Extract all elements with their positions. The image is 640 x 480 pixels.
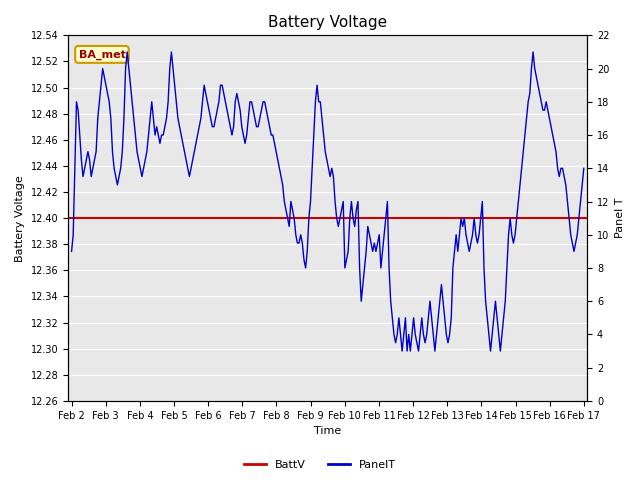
Y-axis label: Battery Voltage: Battery Voltage (15, 175, 25, 262)
PanelT (217, 82, 225, 88)
PanelT (454, 249, 461, 254)
Title: Battery Voltage: Battery Voltage (268, 15, 387, 30)
PanelT (315, 99, 323, 105)
Legend: BattV, PanelT: BattV, PanelT (239, 456, 401, 474)
Y-axis label: Panel T: Panel T (615, 198, 625, 239)
PanelT (71, 166, 79, 171)
Line: PanelT: PanelT (72, 52, 584, 351)
PanelT (580, 166, 588, 171)
PanelT (68, 249, 76, 254)
PanelT (398, 348, 406, 354)
PanelT (124, 49, 131, 55)
X-axis label: Time: Time (314, 426, 341, 436)
BattV (102, 215, 109, 221)
PanelT (235, 99, 243, 105)
PanelT (164, 99, 172, 105)
BattV (68, 215, 76, 221)
Text: BA_met: BA_met (79, 49, 125, 60)
